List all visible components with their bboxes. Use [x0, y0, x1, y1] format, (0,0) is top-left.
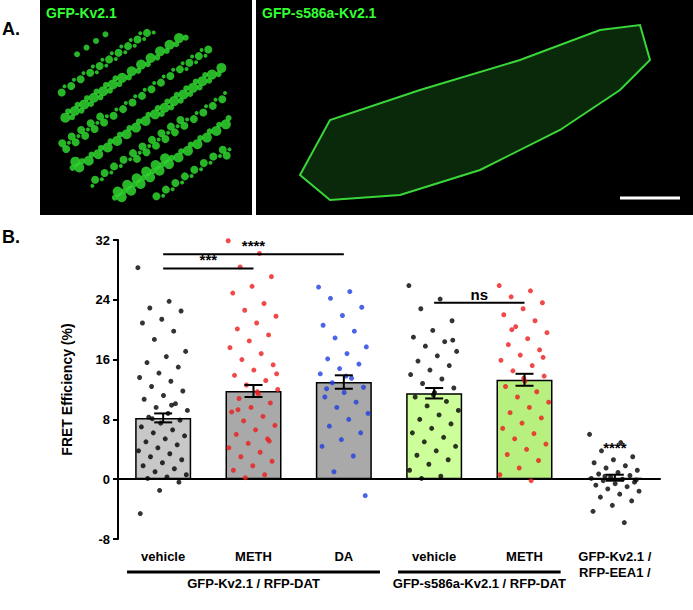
svg-text:GFP-Kv2.1 / RFP-DAT: GFP-Kv2.1 / RFP-DAT: [187, 576, 320, 591]
svg-text:GFP-Kv2.1: GFP-Kv2.1: [46, 5, 117, 21]
svg-text:24: 24: [96, 292, 111, 307]
svg-text:FRET Efficiency (%): FRET Efficiency (%): [59, 323, 75, 455]
svg-text:0: 0: [103, 472, 110, 487]
svg-text:8: 8: [103, 412, 110, 427]
svg-text:A.: A.: [2, 19, 20, 39]
svg-text:vehicle: vehicle: [141, 549, 185, 564]
svg-text:****: ****: [242, 237, 266, 254]
svg-text:16: 16: [96, 352, 110, 367]
svg-text:GFP-s586a-Kv2.1: GFP-s586a-Kv2.1: [262, 5, 377, 21]
svg-text:DA: DA: [334, 549, 353, 564]
svg-text:RFP-EEA1 /: RFP-EEA1 /: [579, 565, 651, 580]
svg-text:METH: METH: [235, 549, 272, 564]
svg-text:****: ****: [603, 439, 627, 456]
svg-text:METH: METH: [506, 549, 543, 564]
svg-text:-8: -8: [98, 532, 110, 547]
svg-text:B.: B.: [2, 227, 20, 247]
svg-text:32: 32: [96, 233, 110, 248]
svg-text:GFP-Kv2.1 /: GFP-Kv2.1 /: [578, 549, 651, 564]
svg-text:ns: ns: [471, 286, 489, 303]
svg-text:GFP-s586a-Kv2.1 / RFP-DAT: GFP-s586a-Kv2.1 / RFP-DAT: [393, 576, 566, 591]
svg-text:vehicle: vehicle: [412, 549, 456, 564]
